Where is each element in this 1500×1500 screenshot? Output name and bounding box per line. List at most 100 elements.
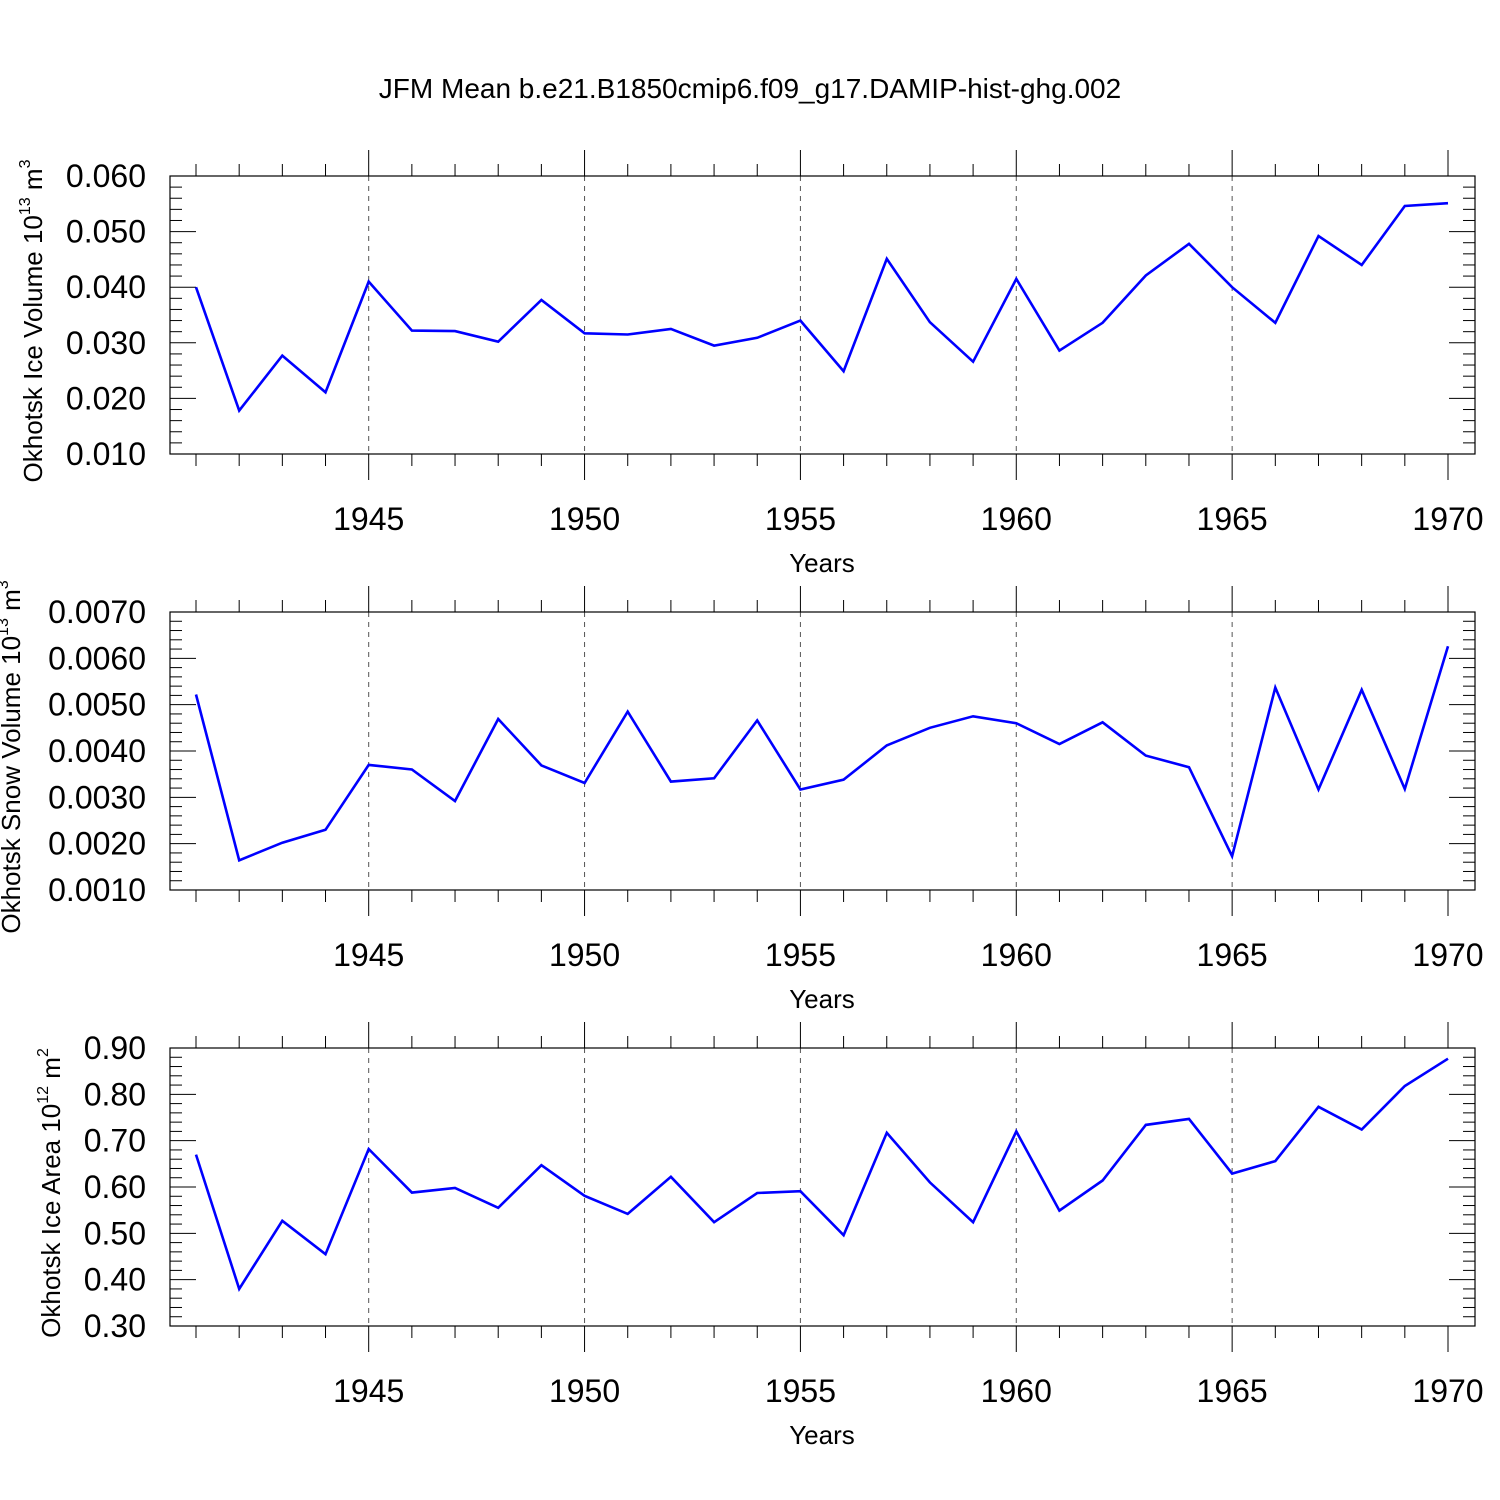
data-point bbox=[1187, 1117, 1191, 1121]
data-point bbox=[885, 1131, 889, 1135]
y-axis-label: Okhotsk Ice Volume 1013 m3 bbox=[17, 159, 48, 482]
y-tick-label: 0.0010 bbox=[48, 872, 146, 908]
y-tick-label: 0.020 bbox=[66, 380, 146, 416]
y-tick-label: 0.0060 bbox=[48, 640, 146, 676]
data-point bbox=[453, 329, 457, 333]
data-point bbox=[1446, 1057, 1450, 1061]
data-point bbox=[410, 329, 414, 333]
data-point bbox=[1144, 274, 1148, 278]
data-point bbox=[1403, 787, 1407, 791]
series-line bbox=[194, 1057, 1449, 1292]
data-point bbox=[971, 360, 975, 364]
data-point bbox=[928, 1180, 932, 1184]
y-tick-label: 0.0030 bbox=[48, 779, 146, 815]
data-point bbox=[583, 781, 587, 785]
data-point bbox=[280, 1219, 284, 1223]
y-tick-label: 0.0020 bbox=[48, 826, 146, 862]
data-point bbox=[928, 320, 932, 324]
y-tick-label: 0.0040 bbox=[48, 733, 146, 769]
x-tick-label: 1955 bbox=[765, 501, 836, 537]
series-line bbox=[194, 645, 1450, 863]
data-point bbox=[1360, 263, 1364, 267]
data-point bbox=[1273, 686, 1277, 690]
data-point bbox=[842, 369, 846, 373]
y-tick-label: 0.040 bbox=[66, 269, 146, 305]
data-point bbox=[280, 354, 284, 358]
x-tick-label: 1970 bbox=[1412, 1373, 1483, 1409]
data-point bbox=[496, 717, 500, 721]
x-tick-label: 1960 bbox=[981, 1373, 1052, 1409]
data-point bbox=[798, 1189, 802, 1193]
data-point bbox=[1014, 277, 1018, 281]
data-point bbox=[1014, 1129, 1018, 1133]
data-point bbox=[1057, 742, 1061, 746]
data-point bbox=[496, 340, 500, 344]
x-tick-label: 1950 bbox=[549, 1373, 620, 1409]
data-point bbox=[626, 1212, 630, 1216]
chart-panel-3: 0.30 0.40 0.50 0.60 0.70 0.80 0.90 1945 1950 1955… bbox=[35, 1022, 1484, 1450]
x-tick-label: 1970 bbox=[1412, 501, 1483, 537]
data-point bbox=[1057, 1209, 1061, 1213]
data-point bbox=[453, 1186, 457, 1190]
y-tick-label: 0.30 bbox=[84, 1308, 146, 1344]
data-point bbox=[1316, 1105, 1320, 1109]
data-point bbox=[1101, 720, 1105, 724]
data-point bbox=[194, 692, 198, 696]
data-point bbox=[669, 327, 673, 331]
data-point bbox=[1230, 1172, 1234, 1176]
y-tick-label: 0.060 bbox=[66, 158, 146, 194]
plot-frame bbox=[169, 1047, 1476, 1327]
y-tick-label: 0.70 bbox=[84, 1123, 146, 1159]
y-tick-label: 0.050 bbox=[66, 214, 146, 250]
data-point bbox=[971, 1220, 975, 1224]
data-point bbox=[1273, 321, 1277, 325]
data-point bbox=[669, 780, 673, 784]
data-point bbox=[1230, 285, 1234, 289]
data-point bbox=[324, 390, 328, 394]
x-axis-label: Years bbox=[789, 1420, 855, 1450]
data-point bbox=[1101, 1179, 1105, 1183]
data-point bbox=[626, 710, 630, 714]
data-point bbox=[669, 1175, 673, 1179]
x-tick-label: 1945 bbox=[333, 501, 404, 537]
y-axis-label: Okhotsk Snow Volume 1013 m3 bbox=[0, 580, 26, 933]
x-axis-label: Years bbox=[789, 548, 855, 578]
data-point bbox=[410, 1191, 414, 1195]
data-point bbox=[712, 344, 716, 348]
y-tick-label: 0.0070 bbox=[48, 594, 146, 630]
x-tick-label: 1945 bbox=[333, 937, 404, 973]
data-point bbox=[1101, 321, 1105, 325]
data-point bbox=[1360, 688, 1364, 692]
data-point bbox=[539, 1163, 543, 1167]
data-point bbox=[324, 1252, 328, 1256]
data-point bbox=[1360, 1128, 1364, 1132]
data-point bbox=[798, 787, 802, 791]
data-point bbox=[237, 409, 241, 413]
chart-panel-2: 0.0010 0.0020 0.0030 0.0040 0.0050 0.0060 0.00… bbox=[0, 580, 1484, 1014]
y-tick-label: 0.50 bbox=[84, 1215, 146, 1251]
data-point bbox=[237, 1287, 241, 1291]
data-point bbox=[453, 799, 457, 803]
y-tick-label: 0.40 bbox=[84, 1262, 146, 1298]
data-point bbox=[885, 743, 889, 747]
data-point bbox=[1316, 234, 1320, 238]
data-point bbox=[842, 1233, 846, 1237]
plot-frame bbox=[169, 611, 1476, 891]
data-point bbox=[496, 1206, 500, 1210]
data-point bbox=[324, 828, 328, 832]
data-point bbox=[712, 1220, 716, 1224]
x-tick-label: 1950 bbox=[549, 937, 620, 973]
data-point bbox=[1187, 765, 1191, 769]
data-point bbox=[1014, 721, 1018, 725]
y-tick-label: 0.90 bbox=[84, 1030, 146, 1066]
y-tick-label: 0.80 bbox=[84, 1076, 146, 1112]
data-point bbox=[1403, 1084, 1407, 1088]
y-tick-label: 0.030 bbox=[66, 325, 146, 361]
data-point bbox=[1316, 787, 1320, 791]
data-point bbox=[583, 1194, 587, 1198]
x-tick-label: 1970 bbox=[1412, 937, 1483, 973]
data-point bbox=[842, 778, 846, 782]
x-tick-label: 1945 bbox=[333, 1373, 404, 1409]
x-tick-label: 1955 bbox=[765, 1373, 836, 1409]
